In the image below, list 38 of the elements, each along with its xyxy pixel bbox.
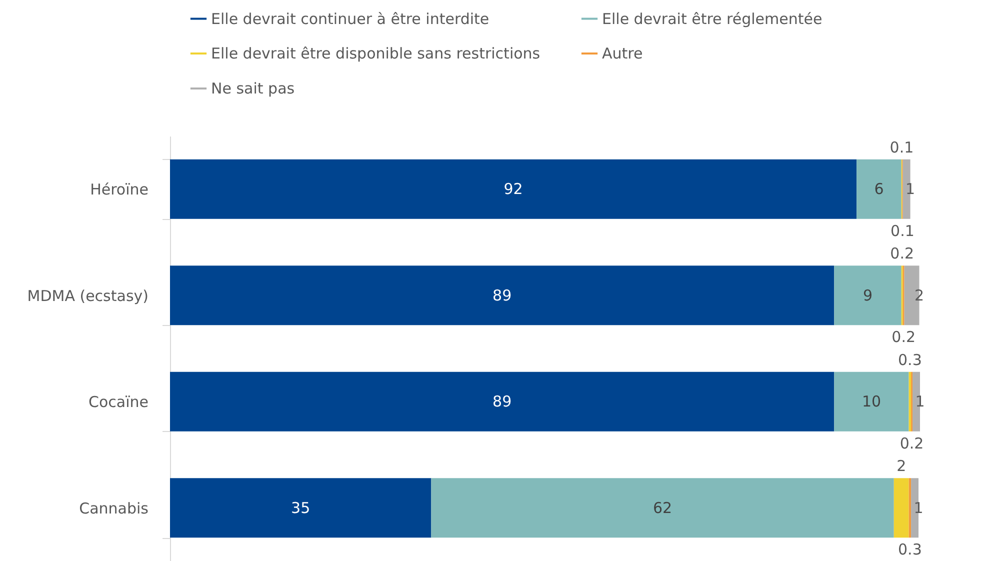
data-label: 9 [862, 286, 873, 304]
y-tick-label: MDMA (ecstasy) [27, 286, 148, 305]
legend-label: Ne sait pas [211, 80, 295, 98]
legend-label: Autre [602, 44, 643, 62]
data-label: 0.1 [890, 138, 914, 156]
data-label: 0.3 [898, 540, 922, 559]
y-tick-label: Cocaïne [88, 393, 148, 412]
data-label: 0.2 [900, 434, 924, 452]
data-label: 1 [906, 180, 916, 198]
data-label: 6 [874, 180, 884, 198]
bar [856, 159, 902, 219]
bar [170, 266, 834, 326]
data-label: 35 [291, 498, 310, 517]
legend-label: Elle devrait continuer à être interdite [211, 10, 490, 28]
bar [170, 478, 432, 538]
data-label: 92 [504, 180, 523, 198]
bar [170, 159, 857, 219]
y-tick-label: Cannabis [79, 499, 149, 518]
legend-label: Elle devrait être disponible sans restrictions [211, 44, 540, 62]
bar [170, 372, 834, 432]
data-label: 0.2 [892, 328, 916, 346]
data-label: 2 [896, 457, 906, 476]
data-label: 0.2 [890, 244, 914, 263]
bar [834, 372, 909, 432]
data-label: 1 [915, 392, 925, 411]
data-label: 0.1 [890, 222, 914, 240]
y-tick-label: Héroïne [90, 180, 148, 199]
data-label: 89 [492, 286, 512, 304]
legend-label: Elle devrait être réglementée [602, 10, 822, 28]
data-label: 89 [492, 392, 512, 411]
data-label: 0.3 [898, 350, 922, 369]
bar [834, 266, 902, 326]
data-label: 1 [914, 498, 924, 517]
data-label: 2 [914, 286, 924, 304]
bar [894, 478, 909, 538]
bar [431, 478, 894, 538]
data-label: 10 [862, 392, 882, 411]
data-label: 62 [652, 498, 672, 517]
